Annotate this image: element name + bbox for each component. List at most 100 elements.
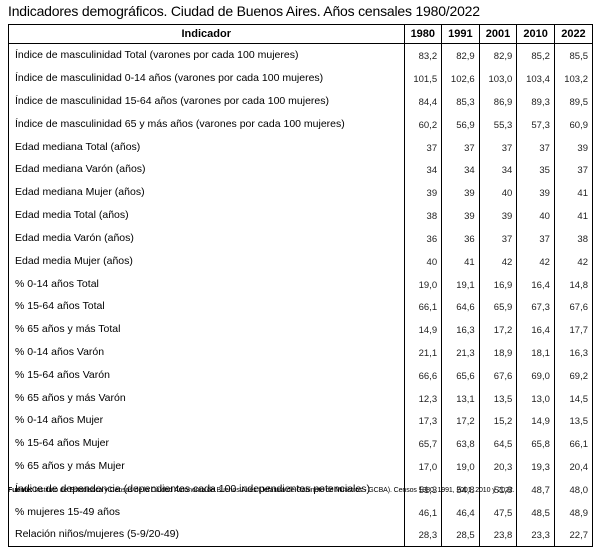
page-title: Indicadores demográficos. Ciudad de Buen… (8, 3, 480, 19)
indicator-value: 41 (553, 203, 592, 227)
indicator-label: Índice de masculinidad 0-14 años (varone… (15, 72, 324, 85)
indicator-label: % 65 años y más Varón (15, 391, 126, 404)
indicator-value: 85,3 (441, 89, 480, 113)
indicator-value: 18,9 (478, 340, 517, 364)
indicator-value: 13,5 (553, 409, 592, 432)
indicator-value: 39 (553, 135, 592, 159)
indicator-value: 66,1 (403, 294, 442, 318)
indicator-value: 17,3 (403, 409, 442, 432)
header-year: 1991 (441, 25, 480, 44)
indicator-value: 34 (403, 158, 442, 181)
indicator-value: 37 (516, 135, 555, 159)
indicator-value: 14,5 (553, 386, 592, 409)
indicator-value: 46,1 (403, 500, 442, 524)
indicator-label: % 0-14 años Total (15, 277, 99, 290)
indicator-value: 56,9 (441, 112, 480, 136)
indicator-value: 82,9 (478, 43, 517, 67)
indicator-value: 51,8 (478, 477, 517, 501)
indicator-value: 36 (441, 226, 480, 250)
indicator-value: 65,9 (478, 294, 517, 318)
table-body: Índice de masculinidad Total (varones po… (9, 43, 592, 546)
indicator-value: 12,3 (403, 386, 442, 409)
indicator-value: 55,3 (478, 112, 517, 136)
indicator-value: 18,1 (516, 340, 555, 364)
indicator-value: 15,2 (478, 409, 517, 432)
indicator-value: 54,8 (441, 477, 480, 501)
indicator-label: % 15-64 años Mujer (15, 437, 109, 450)
indicator-value: 48,0 (553, 477, 592, 501)
header-year: 2022 (553, 25, 592, 44)
indicator-label: Relación niños/mujeres (5-9/20-49) (15, 528, 179, 541)
table-row: Relación niños/mujeres (5-9/20-49) 28,3 28… (9, 523, 592, 546)
indicator-value: 101,5 (403, 66, 442, 90)
indicator-value: 19,1 (441, 272, 480, 295)
indicator-value: 86,9 (478, 89, 517, 113)
indicator-value: 37 (553, 158, 592, 181)
indicator-label: Edad mediana Varón (años) (15, 163, 146, 176)
indicator-value: 39 (516, 180, 555, 204)
indicator-value: 16,9 (478, 272, 517, 295)
indicator-value: 103,0 (478, 66, 517, 90)
indicator-value: 64,5 (478, 431, 517, 455)
indicator-value: 17,2 (478, 317, 517, 341)
indicator-value: 65,8 (516, 431, 555, 455)
indicator-value: 66,1 (553, 431, 592, 455)
indicator-value: 103,4 (516, 66, 555, 90)
table-row: % 15-64 años Varón 66,6 65,6 67,6 69,0 69,2 (9, 363, 592, 387)
table-row: Índice de masculinidad 65 y más años (va… (9, 112, 592, 136)
table-row: Edad media Varón (años) 36 36 37 37 38 (9, 226, 592, 250)
indicator-value: 39 (478, 203, 517, 227)
indicators-table-container: Indicador 1980 1991 2001 2010 2022 Índic… (8, 24, 593, 547)
indicator-value: 40 (516, 203, 555, 227)
table-row: % 15-64 años Total 66,1 64,6 65,9 67,3 67,6 (9, 294, 592, 318)
indicator-value: 42 (478, 249, 517, 273)
indicator-value: 67,6 (478, 363, 517, 387)
table-row: Edad mediana Varón (años) 34 34 34 35 37 (9, 158, 592, 181)
indicator-value: 17,2 (441, 409, 480, 432)
indicator-value: 39 (441, 180, 480, 204)
table-row: % 65 años y más Varón 12,3 13,1 13,5 13,0 14,… (9, 386, 592, 409)
table-header-row: Indicador 1980 1991 2001 2010 2022 (9, 25, 592, 44)
indicator-label: Índice de dependencia (dependientes cada… (15, 482, 370, 495)
indicator-value: 60,9 (553, 112, 592, 136)
indicator-value: 37 (478, 135, 517, 159)
indicator-label: % mujeres 15-49 años (15, 505, 121, 518)
indicator-value: 48,5 (516, 500, 555, 524)
indicator-value: 14,8 (553, 272, 592, 295)
indicator-value: 82,9 (441, 43, 480, 67)
indicator-value: 21,3 (441, 340, 480, 364)
indicator-value: 19,3 (516, 454, 555, 478)
indicator-label: Índice de masculinidad 15-64 años (varon… (15, 95, 330, 108)
indicator-value: 57,3 (516, 112, 555, 136)
indicator-value: 13,0 (516, 386, 555, 409)
indicator-label: % 15-64 años Varón (15, 368, 110, 381)
indicator-value: 48,7 (516, 477, 555, 501)
header-year: 2010 (516, 25, 555, 44)
indicator-value: 14,9 (516, 409, 555, 432)
indicator-value: 41 (553, 180, 592, 204)
indicator-value: 21,1 (403, 340, 442, 364)
indicator-value: 16,4 (516, 317, 555, 341)
indicator-label: % 0-14 años Varón (15, 345, 105, 358)
indicator-value: 47,5 (478, 500, 517, 524)
indicator-value: 103,2 (553, 66, 592, 90)
table-row: Índice de dependencia (dependientes cada… (9, 477, 592, 501)
indicators-table: Indicador 1980 1991 2001 2010 2022 Índic… (9, 25, 592, 546)
table-row: Índice de masculinidad 15-64 años (varon… (9, 89, 592, 113)
indicator-value: 19,0 (403, 272, 442, 295)
indicator-label: % 65 años y más Mujer (15, 460, 125, 473)
indicator-value: 46,4 (441, 500, 480, 524)
indicator-value: 42 (516, 249, 555, 273)
indicator-value: 65,7 (403, 431, 442, 455)
indicator-value: 40 (403, 249, 442, 273)
indicator-value: 37 (403, 135, 442, 159)
indicator-value: 20,4 (553, 454, 592, 478)
table-row: Índice de masculinidad Total (varones po… (9, 43, 592, 67)
indicator-value: 28,5 (441, 523, 480, 546)
header-year: 1980 (403, 25, 442, 44)
table-row: Edad media Total (años) 38 39 39 40 41 (9, 203, 592, 227)
header-year: 2001 (478, 25, 517, 44)
indicator-value: 14,9 (403, 317, 442, 341)
table-row: % 15-64 años Mujer 65,7 63,8 64,5 65,8 66,1 (9, 431, 592, 455)
indicator-value: 85,5 (553, 43, 592, 67)
